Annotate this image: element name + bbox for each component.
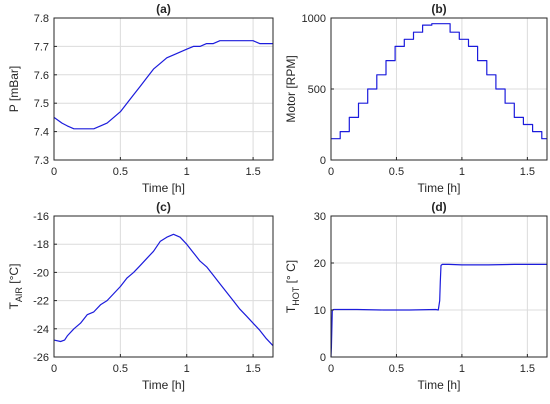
x-tick-label: 0.5 <box>389 166 404 178</box>
y-axis-label: THOT [° C] <box>284 260 301 313</box>
y-tick-label: -26 <box>33 352 49 364</box>
series-line <box>53 233 274 347</box>
axes-box <box>53 215 274 358</box>
chart-panel-4: 0 0.5 1 1.5 0 10 20 30 (d) Time [h] THOT [° C] <box>284 200 548 392</box>
y-tick-label: -18 <box>33 239 49 251</box>
x-tick-label: 0.5 <box>389 363 404 375</box>
y-tick-label: 7.8 <box>34 13 49 25</box>
y-tick-label: -20 <box>33 267 49 279</box>
x-axis-label: Time [h] <box>142 181 185 195</box>
y-axis-label-main: P [mBar] <box>7 66 21 112</box>
y-tick-label: 0 <box>320 155 326 167</box>
x-tick-label: 0 <box>51 363 57 375</box>
y-tick-label: -24 <box>33 324 49 336</box>
x-tick-label: 0 <box>328 166 334 178</box>
x-tick-label: 0 <box>328 363 334 375</box>
chart-panel-3: 0 0.5 1 1.5 -26 -24 -22 -20 -18 -16 (c) Time [h] TAI… <box>7 200 274 392</box>
y-tick-label: 500 <box>308 84 326 96</box>
y-tick-label: 7.4 <box>34 127 49 139</box>
y-axis-label-unit: [°C] <box>7 264 21 287</box>
x-tick-label: 0 <box>51 166 57 178</box>
y-tick-label: 1000 <box>302 13 326 25</box>
y-axis-label: P [mBar] <box>7 66 21 112</box>
x-axis-label: Time [h] <box>418 378 461 392</box>
y-axis-label-main: T <box>7 301 21 309</box>
x-tick-label: 0.5 <box>113 363 128 375</box>
series-line <box>53 40 273 130</box>
y-axis-label: TAIR [°C] <box>7 264 24 310</box>
y-tick-label: 30 <box>314 211 326 223</box>
x-tick-label: 1.5 <box>520 363 535 375</box>
chart-title: (c) <box>156 200 171 214</box>
x-tick-label: 1 <box>459 363 465 375</box>
chart-title: (a) <box>156 2 171 16</box>
chart-title: (d) <box>431 200 446 214</box>
x-tick-label: 0.5 <box>113 166 128 178</box>
y-axis-label: Motor [RPM] <box>284 55 298 122</box>
axes-box <box>330 215 548 358</box>
chart-panel-1: 0 0.5 1 1.5 7.3 7.4 7.5 7.6 7.7 7.8 (a) Time [h] P [… <box>7 2 274 195</box>
y-tick-label: 7.6 <box>34 70 49 82</box>
x-axis-label: Time [h] <box>142 378 185 392</box>
x-tick-label: 1.5 <box>245 363 260 375</box>
y-axis-label-unit: [° C] <box>284 260 298 287</box>
x-tick-label: 1 <box>459 166 465 178</box>
y-tick-label: 7.5 <box>34 98 49 110</box>
y-axis-label-main: T <box>284 305 298 313</box>
y-axis-label-subscript: HOT <box>291 286 301 306</box>
plot-area <box>54 18 273 160</box>
y-tick-label: -16 <box>33 211 49 223</box>
y-tick-label: 0 <box>320 352 326 364</box>
y-tick-label: 10 <box>314 305 326 317</box>
chart-panel-2: 0 0.5 1 1.5 0 500 1000 (b) Time [h] Motor [RPM] <box>284 2 548 195</box>
y-axis-label-main: Motor [RPM] <box>284 55 298 122</box>
axes-box <box>53 17 274 161</box>
x-tick-label: 1 <box>184 363 190 375</box>
y-axis-label-subscript: AIR <box>14 287 24 303</box>
chart-title: (b) <box>431 2 446 16</box>
y-tick-label: 7.7 <box>34 41 49 53</box>
x-tick-label: 1.5 <box>245 166 260 178</box>
y-tick-label: 20 <box>314 258 326 270</box>
x-tick-label: 1 <box>184 166 190 178</box>
plot-area <box>54 216 273 357</box>
y-tick-label: -22 <box>33 296 49 308</box>
y-tick-label: 7.3 <box>34 155 49 167</box>
x-axis-label: Time [h] <box>418 181 461 195</box>
plot-area <box>331 216 547 357</box>
x-tick-label: 1.5 <box>520 166 535 178</box>
series-line <box>331 23 547 140</box>
